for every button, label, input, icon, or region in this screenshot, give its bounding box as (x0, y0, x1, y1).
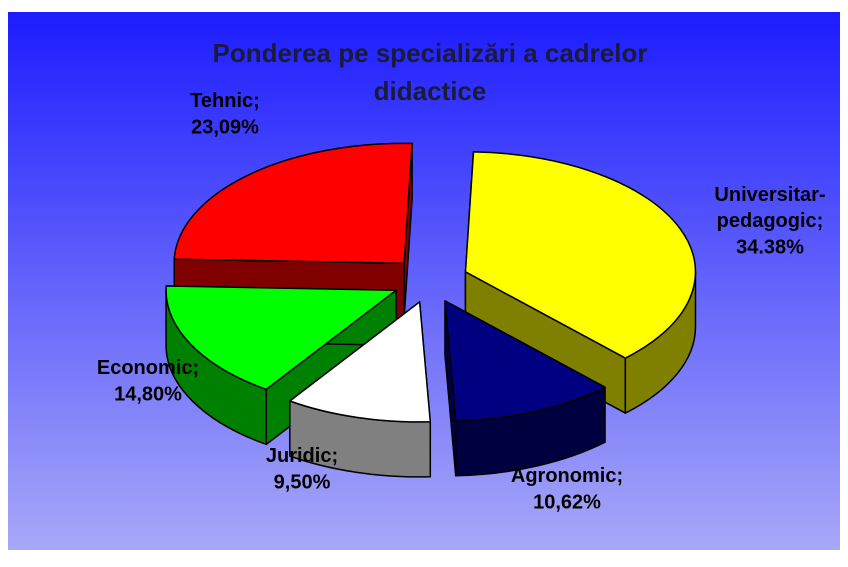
slice-top (173, 142, 413, 265)
slice-top (289, 301, 432, 423)
slice-value-label: 9,50% (274, 471, 331, 493)
slice-value-label: 14,80% (114, 383, 182, 405)
chart-title: Ponderea pe specializări a cadrelor didac… (213, 38, 648, 106)
slice-label: Agronomic; (511, 465, 623, 487)
slice-top (464, 151, 697, 359)
slice-label: Economic; (97, 357, 199, 379)
slice-top (165, 285, 397, 391)
slice-value-label: 34.38% (736, 236, 804, 258)
slice-top (444, 300, 606, 422)
slice-value-label: 23,09% (191, 116, 259, 138)
slice (444, 300, 606, 477)
slice-label: Tehnic; (190, 90, 260, 112)
slice (289, 301, 432, 478)
slice-label: Juridic; (266, 445, 338, 467)
slice-value-label: 10,62% (533, 491, 601, 513)
slice-label: Universitar-pedagogic; (714, 184, 825, 232)
